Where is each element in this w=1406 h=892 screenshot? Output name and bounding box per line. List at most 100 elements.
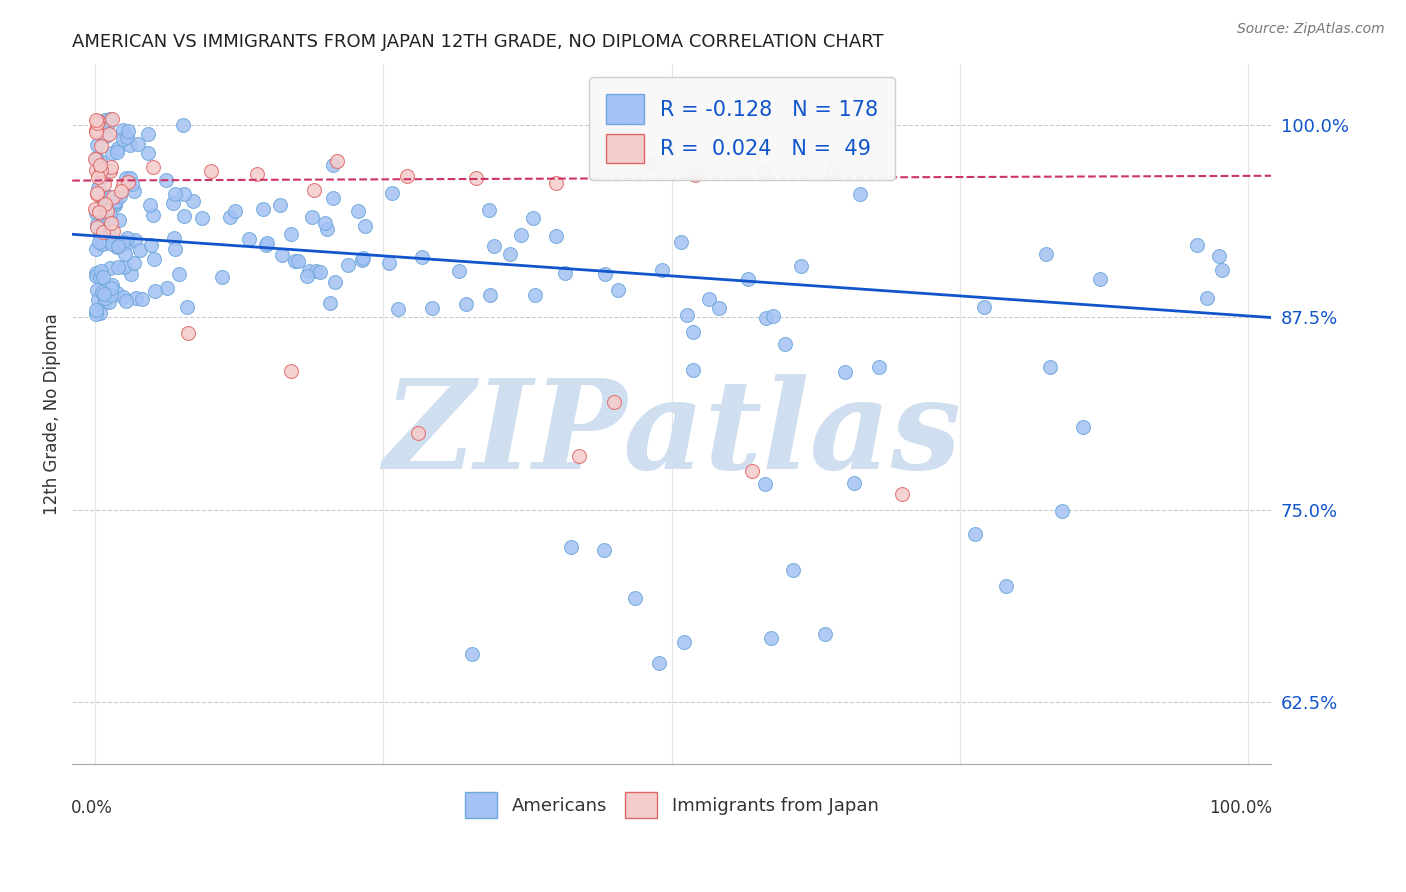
Point bbox=[118, 138, 141, 153]
Point bbox=[211, 270, 233, 285]
Point bbox=[112, 260, 135, 274]
Point bbox=[84, 266, 107, 280]
Point bbox=[1211, 262, 1233, 277]
Point bbox=[755, 311, 778, 326]
Point bbox=[84, 202, 107, 216]
Point bbox=[91, 119, 114, 133]
Point bbox=[86, 169, 108, 184]
Point bbox=[86, 116, 108, 130]
Point bbox=[111, 290, 134, 304]
Point bbox=[101, 224, 124, 238]
Point bbox=[637, 155, 659, 169]
Point bbox=[84, 162, 107, 177]
Point bbox=[326, 153, 349, 168]
Point bbox=[86, 113, 108, 128]
Point bbox=[354, 219, 377, 234]
Point bbox=[104, 194, 127, 208]
Point bbox=[200, 163, 222, 178]
Point bbox=[114, 247, 136, 261]
Point bbox=[420, 301, 443, 316]
Point bbox=[143, 284, 166, 298]
Point bbox=[107, 239, 129, 253]
Point bbox=[93, 194, 115, 208]
Point bbox=[546, 177, 568, 191]
Point bbox=[91, 225, 114, 239]
Point bbox=[308, 265, 330, 279]
Point bbox=[752, 165, 775, 179]
Point bbox=[94, 291, 117, 305]
Point bbox=[1088, 272, 1111, 286]
Point bbox=[93, 235, 115, 250]
Point bbox=[172, 118, 194, 132]
Point bbox=[315, 222, 337, 236]
Point bbox=[98, 112, 121, 127]
Point bbox=[117, 175, 139, 189]
Point bbox=[108, 212, 131, 227]
Point bbox=[142, 208, 165, 222]
Point bbox=[84, 152, 107, 166]
Point bbox=[98, 260, 121, 275]
Point bbox=[87, 235, 110, 250]
Point bbox=[648, 656, 671, 670]
Point bbox=[91, 285, 114, 299]
Point bbox=[304, 184, 326, 198]
Point bbox=[224, 203, 246, 218]
Point bbox=[707, 301, 730, 315]
Point bbox=[98, 207, 121, 221]
Point bbox=[96, 189, 118, 203]
Point bbox=[381, 186, 404, 200]
Point bbox=[86, 217, 108, 231]
Point bbox=[94, 205, 117, 219]
Point bbox=[280, 364, 302, 378]
Point bbox=[868, 360, 890, 375]
Point bbox=[96, 215, 118, 229]
Point bbox=[115, 294, 138, 309]
Point bbox=[219, 211, 242, 225]
Point bbox=[94, 113, 117, 128]
Point bbox=[86, 137, 108, 152]
Point bbox=[484, 239, 506, 253]
Point bbox=[176, 300, 198, 314]
Point bbox=[165, 186, 187, 201]
Point bbox=[139, 238, 162, 252]
Point bbox=[650, 262, 672, 277]
Point bbox=[322, 191, 344, 205]
Point bbox=[89, 269, 111, 284]
Point bbox=[93, 269, 115, 284]
Point bbox=[524, 288, 547, 302]
Point bbox=[110, 184, 132, 198]
Point bbox=[122, 185, 145, 199]
Point bbox=[682, 363, 704, 377]
Point bbox=[672, 635, 695, 649]
Point bbox=[1035, 246, 1057, 260]
Point bbox=[1050, 503, 1073, 517]
Point bbox=[94, 120, 117, 134]
Point bbox=[107, 260, 129, 274]
Point bbox=[283, 254, 305, 268]
Point bbox=[155, 173, 177, 187]
Point bbox=[129, 243, 152, 257]
Point bbox=[120, 267, 142, 281]
Point bbox=[593, 543, 616, 558]
Point bbox=[89, 153, 111, 168]
Point bbox=[305, 263, 328, 277]
Point bbox=[124, 291, 146, 305]
Point bbox=[269, 198, 291, 212]
Point bbox=[546, 228, 568, 243]
Point bbox=[295, 268, 318, 283]
Point bbox=[89, 227, 111, 242]
Point bbox=[280, 227, 302, 241]
Point bbox=[238, 232, 260, 246]
Point bbox=[849, 187, 872, 202]
Point bbox=[87, 181, 110, 195]
Point bbox=[271, 248, 294, 262]
Point bbox=[741, 464, 763, 478]
Point bbox=[90, 237, 112, 252]
Point bbox=[963, 527, 986, 541]
Point bbox=[86, 220, 108, 235]
Point bbox=[1208, 249, 1230, 263]
Point bbox=[93, 177, 115, 191]
Point bbox=[104, 196, 127, 211]
Point bbox=[256, 235, 278, 250]
Point bbox=[96, 210, 118, 224]
